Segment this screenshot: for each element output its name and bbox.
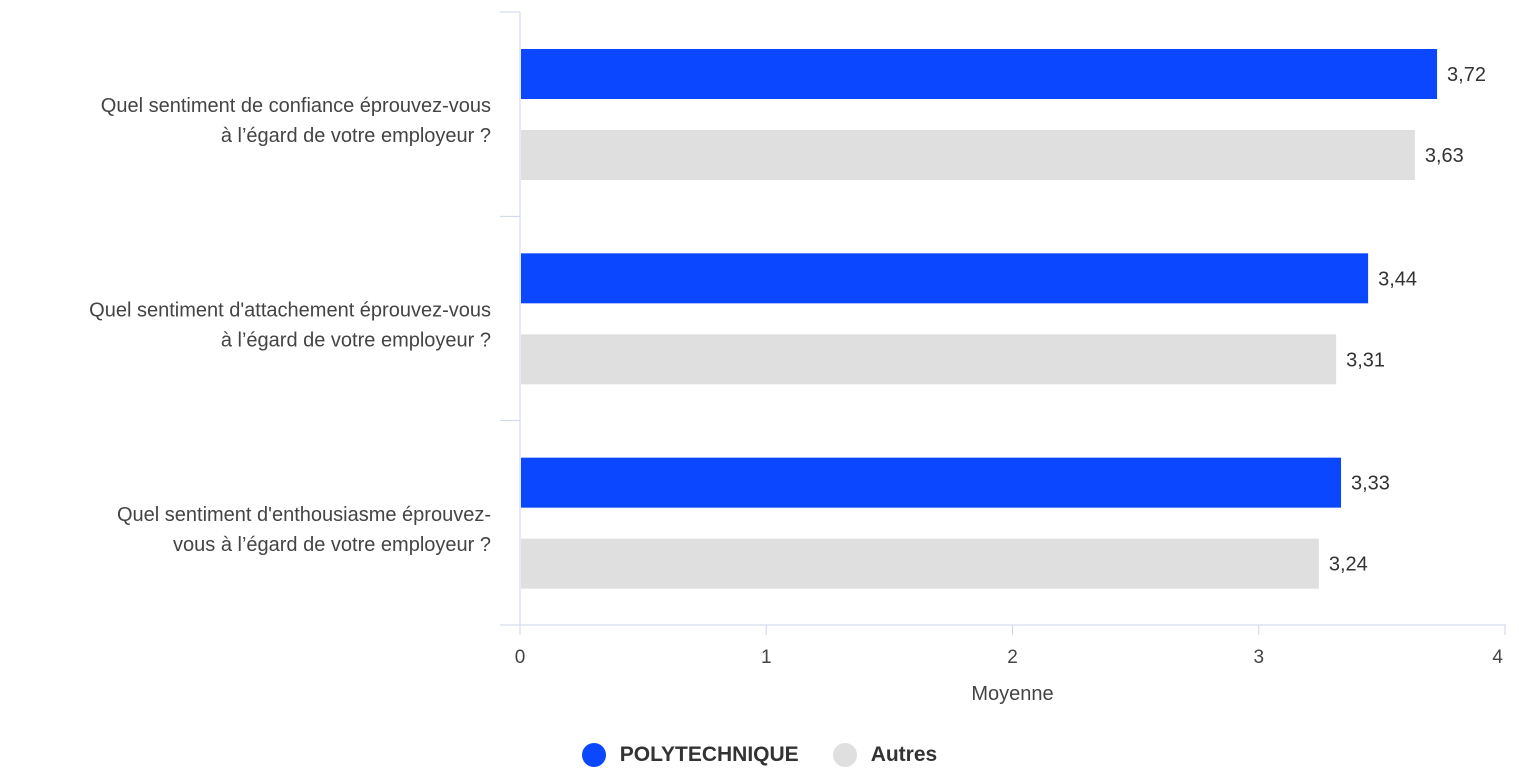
data-label: 3,63 — [1425, 145, 1464, 167]
category-label: à l’égard de votre employeur ? — [221, 330, 491, 352]
value-axis: 0 1 2 3 4 — [502, 624, 1506, 668]
legend-item-autres[interactable]: Autres — [832, 743, 938, 767]
category-label: Quel sentiment d'enthousiasme éprouvez- — [117, 504, 491, 526]
x-axis-title: Moyenne — [971, 683, 1053, 705]
tick-label: 2 — [1007, 647, 1018, 668]
category-labels-group: Quel sentiment de confiance éprouvez-vou… — [89, 95, 491, 556]
bar[interactable] — [521, 49, 1438, 99]
data-label: 3,31 — [1346, 349, 1385, 371]
tick-label: 3 — [1253, 647, 1264, 668]
bars-group — [521, 49, 1438, 589]
bar[interactable] — [521, 130, 1415, 180]
bar[interactable] — [521, 538, 1319, 589]
data-label: 3,72 — [1447, 64, 1486, 86]
legend-marker-autres — [832, 743, 857, 767]
data-label: 3,24 — [1329, 554, 1368, 576]
category-label: vous à l’égard de votre employeur ? — [173, 534, 491, 556]
data-label: 3,44 — [1378, 268, 1417, 290]
legend-item-polytechnique[interactable]: POLYTECHNIQUE — [581, 743, 799, 767]
category-label: Quel sentiment de confiance éprouvez-vou… — [101, 95, 491, 117]
data-label: 3,33 — [1351, 473, 1390, 495]
bar[interactable] — [521, 253, 1369, 304]
tick-label: 4 — [1492, 647, 1503, 668]
legend-label-polytechnique: POLYTECHNIQUE — [619, 743, 799, 766]
tick-label: 1 — [761, 647, 772, 668]
legend: POLYTECHNIQUE Autres — [0, 735, 1519, 775]
legend-marker-polytechnique — [581, 743, 606, 767]
tick-label: 0 — [515, 647, 526, 668]
value-labels-group: 3,72 3,44 3,33 3,63 3,31 3,24 — [1329, 64, 1486, 576]
category-label: à l’égard de votre employeur ? — [221, 125, 491, 147]
bar[interactable] — [521, 334, 1337, 385]
category-axis — [500, 11, 521, 626]
legend-label-autres: Autres — [870, 743, 938, 766]
bar[interactable] — [521, 457, 1342, 508]
bar-chart: 3,72 3,44 3,33 3,63 3,31 3,24 0 1 2 3 4 Quel sent… — [89, 11, 1506, 705]
category-label: Quel sentiment d'attachement éprouvez-vo… — [89, 300, 491, 322]
